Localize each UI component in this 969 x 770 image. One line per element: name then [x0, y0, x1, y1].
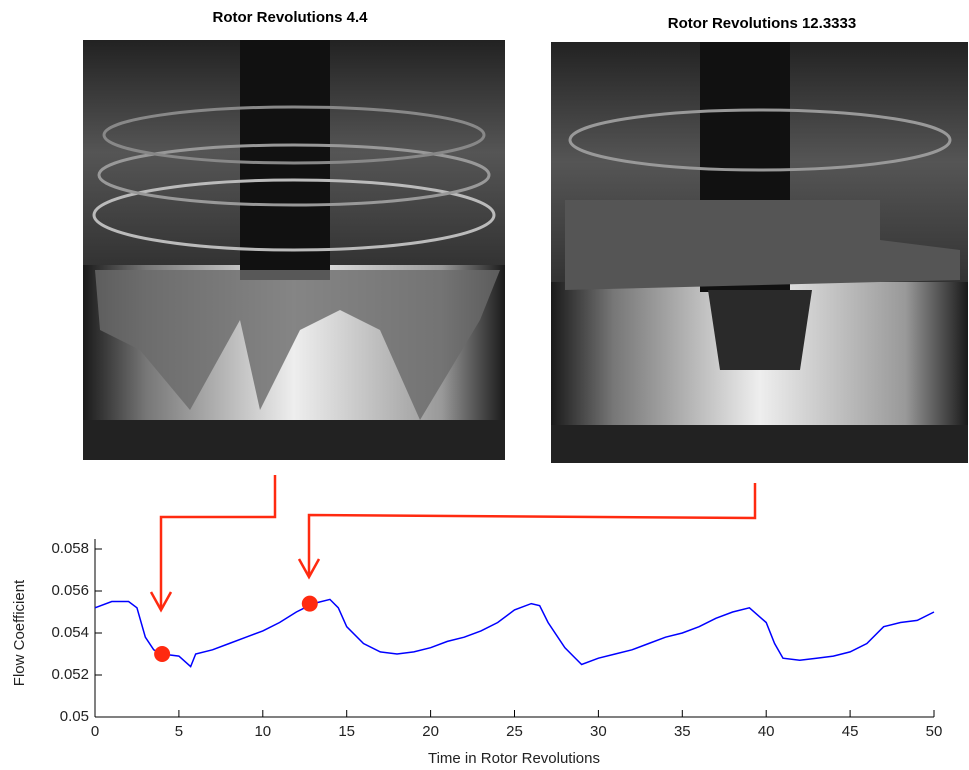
y-tick-label: 0.052 [51, 666, 89, 683]
photo [83, 40, 505, 460]
x-tick-label: 30 [590, 723, 607, 740]
x-tick-label: 45 [842, 723, 859, 740]
y-tick-label: 0.054 [51, 624, 89, 641]
x-tick-label: 5 [175, 723, 183, 740]
data-line [94, 598, 935, 668]
x-tick-label: 10 [254, 723, 271, 740]
arrows [149, 475, 757, 613]
photo-title: Rotor Revolutions 12.3333 [668, 15, 856, 32]
x-axis-label: Time in Rotor Revolutions [428, 750, 600, 767]
y-tick-label: 0.058 [51, 540, 89, 557]
x-tick-label: 20 [422, 723, 439, 740]
photo-title: Rotor Revolutions 4.4 [212, 9, 368, 26]
y-axis-label: Flow Coefficient [11, 579, 28, 686]
x-tick-label: 35 [674, 723, 691, 740]
x-tick-label: 40 [758, 723, 775, 740]
x-tick-label: 50 [926, 723, 943, 740]
y-tick-label: 0.056 [51, 582, 89, 599]
x-tick-label: 25 [506, 723, 523, 740]
photo [551, 42, 968, 463]
x-tick-label: 0 [91, 723, 99, 740]
highlight-point [154, 646, 171, 662]
highlight-point [301, 595, 318, 612]
y-tick-label: 0.05 [60, 708, 89, 725]
x-tick-label: 15 [338, 723, 355, 740]
